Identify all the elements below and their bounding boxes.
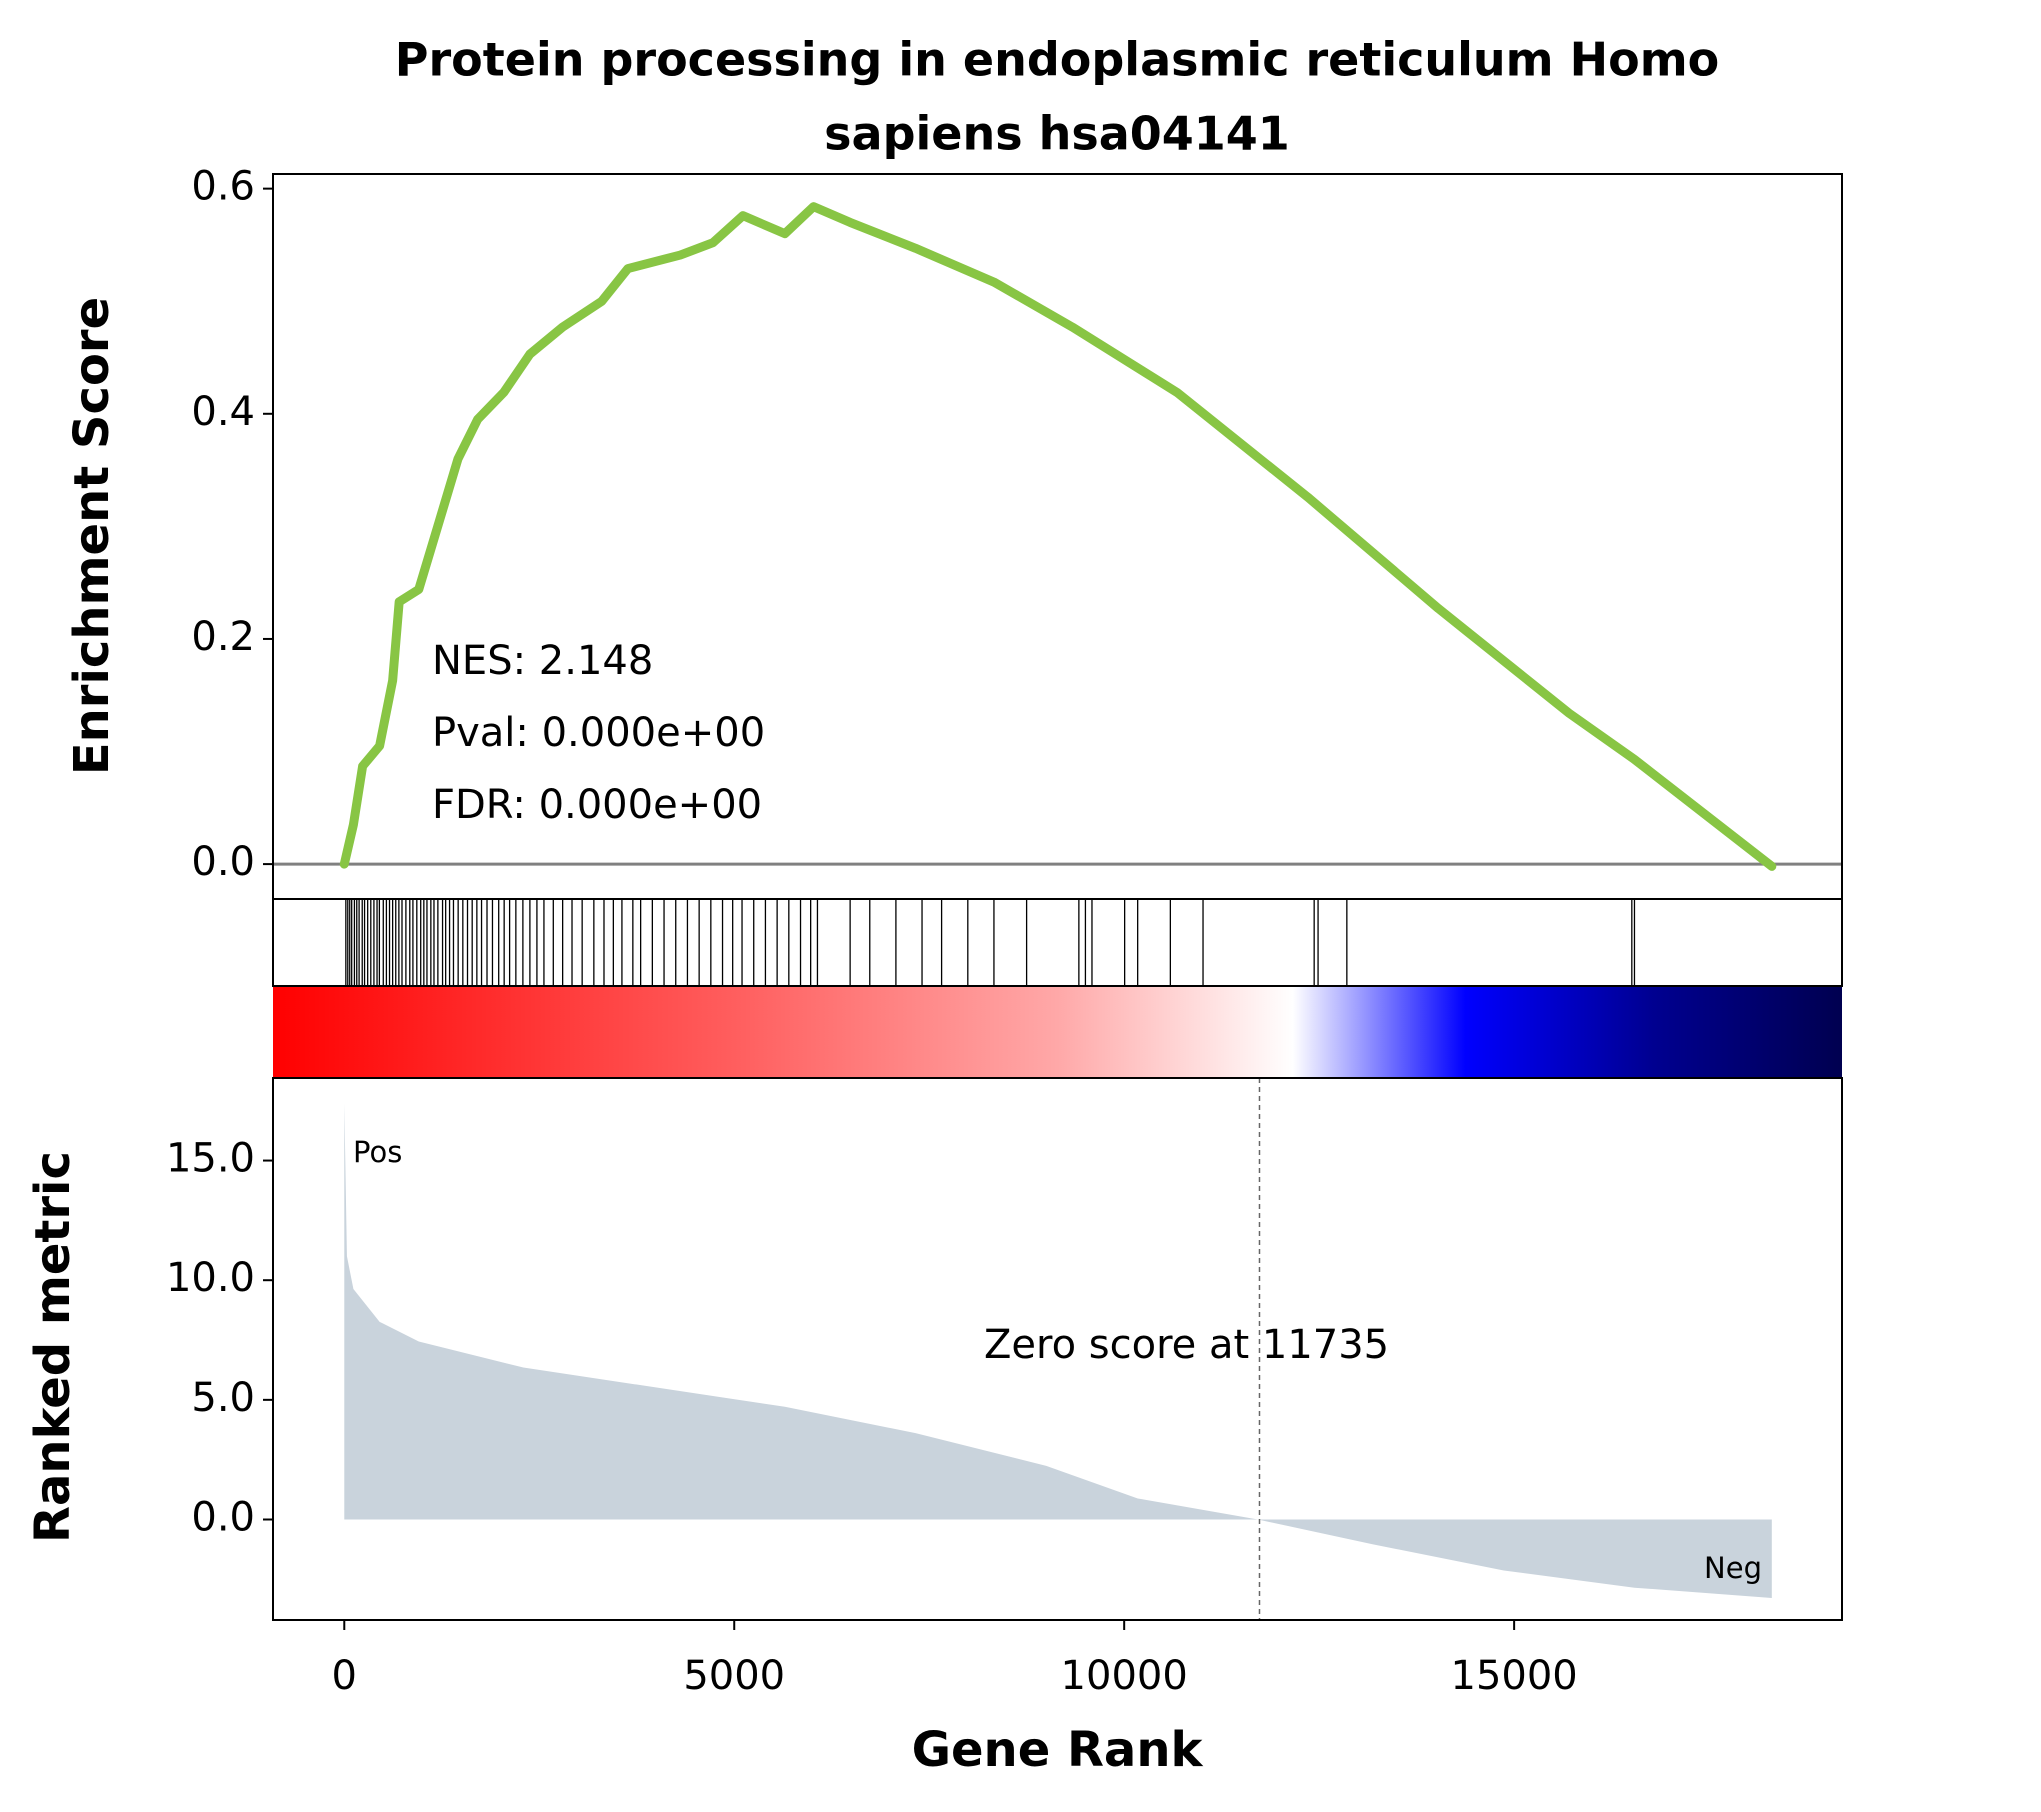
y-tick-label: 0.0	[191, 1494, 255, 1540]
zero-score-label: Zero score at 11735	[984, 1322, 1389, 1368]
y-axis-label: Ranked metric	[25, 1151, 81, 1543]
panel-frame	[272, 898, 1843, 987]
y-tick-label: 5.0	[191, 1375, 255, 1421]
y-tick-label: 0.2	[191, 614, 255, 660]
stat-annotation: NES: 2.148	[432, 638, 653, 684]
y-axis-label: Enrichment Score	[64, 297, 120, 775]
neg-label: Neg	[1704, 1551, 1762, 1585]
y-tick-label: 0.0	[191, 839, 255, 885]
x-tick-label: 5000	[683, 1653, 785, 1699]
stat-annotation: Pval: 0.000e+00	[432, 710, 765, 756]
x-axis-label: Gene Rank	[912, 1722, 1204, 1778]
es-line	[339, 202, 1777, 871]
y-tick-label: 10.0	[166, 1255, 255, 1301]
stat-annotation: FDR: 0.000e+00	[432, 782, 762, 828]
panel-frame	[272, 1077, 1843, 1621]
chart-title: sapiens hsa04141	[824, 107, 1290, 161]
x-tick-label: 0	[332, 1653, 357, 1699]
y-tick-label: 15.0	[166, 1136, 255, 1182]
metric-area	[344, 1103, 1772, 1598]
x-tick-label: 10000	[1061, 1653, 1188, 1699]
y-tick-label: 0.4	[191, 389, 255, 435]
pos-label: Pos	[353, 1135, 402, 1169]
chart-title: Protein processing in endoplasmic reticu…	[395, 33, 1719, 87]
x-tick-label: 15000	[1451, 1653, 1578, 1699]
y-tick-label: 0.6	[191, 164, 255, 210]
rank-colorbar	[273, 986, 1842, 1078]
